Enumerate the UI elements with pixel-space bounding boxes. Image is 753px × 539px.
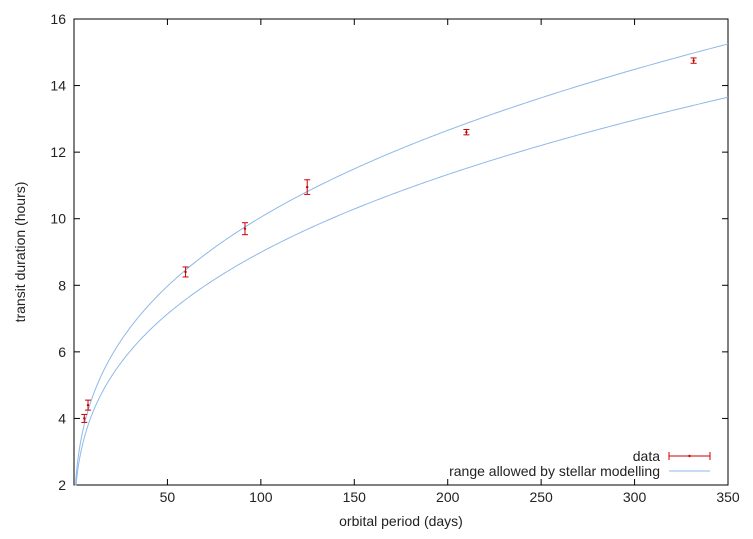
data-point — [463, 129, 470, 136]
legend-label-range: range allowed by stellar modelling — [449, 463, 660, 479]
y-tick-label: 14 — [50, 78, 66, 94]
point-marker — [465, 130, 468, 134]
legend-sample-data-point — [688, 454, 691, 458]
x-tick-label: 300 — [623, 489, 647, 505]
point-marker — [83, 417, 86, 420]
x-tick-label: 350 — [716, 489, 740, 505]
range-curve-lower — [74, 96, 729, 486]
x-tick-label: 100 — [249, 489, 273, 505]
data-point — [85, 399, 92, 411]
data-point — [304, 179, 311, 195]
x-axis-label: orbital period (days) — [339, 513, 463, 529]
point-marker — [184, 270, 187, 274]
legend-label-data: data — [633, 448, 660, 464]
data-point — [241, 222, 248, 236]
range-curves — [74, 43, 729, 486]
y-tick-label: 2 — [58, 477, 66, 493]
data-point — [81, 413, 88, 423]
data-point — [182, 266, 189, 278]
data-points — [81, 57, 697, 423]
y-axis-label: transit duration (hours) — [12, 182, 28, 323]
plot-frame — [73, 18, 729, 486]
x-tick-label: 200 — [436, 489, 460, 505]
x-tick-label: 250 — [529, 489, 553, 505]
data-point — [690, 57, 697, 64]
legend: data range allowed by stellar modelling — [449, 448, 711, 479]
y-tick-label: 6 — [58, 344, 66, 360]
range-curve-upper — [74, 43, 729, 486]
x-tick-label: 150 — [343, 489, 367, 505]
y-tick-label: 16 — [50, 11, 66, 27]
point-marker — [86, 403, 90, 407]
x-axis: 50 100 150 200 250 300 350 — [160, 19, 740, 505]
y-tick-label: 12 — [50, 144, 66, 160]
point-marker — [305, 185, 309, 189]
point-marker — [243, 227, 247, 230]
point-marker — [692, 59, 695, 62]
y-tick-label: 10 — [50, 211, 66, 227]
y-axis: 2 4 6 8 10 12 14 16 — [50, 11, 728, 493]
y-tick-label: 8 — [58, 277, 66, 293]
x-tick-label: 50 — [160, 489, 176, 505]
y-tick-label: 4 — [58, 410, 66, 426]
